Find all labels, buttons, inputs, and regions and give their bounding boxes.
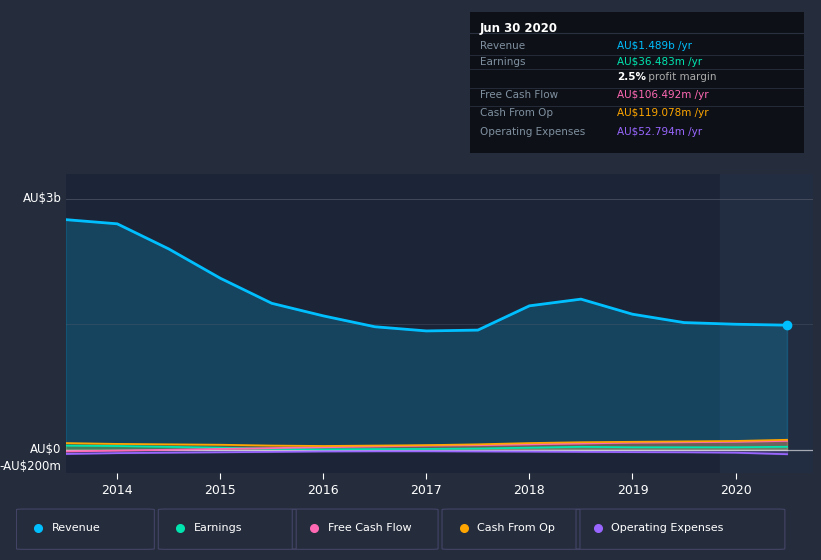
Text: Revenue: Revenue	[479, 41, 525, 51]
Text: -AU$200m: -AU$200m	[0, 460, 62, 473]
Text: AU$0: AU$0	[30, 444, 62, 456]
Text: AU$52.794m /yr: AU$52.794m /yr	[617, 127, 702, 137]
Text: Free Cash Flow: Free Cash Flow	[479, 90, 557, 100]
Text: AU$106.492m /yr: AU$106.492m /yr	[617, 90, 709, 100]
Text: Revenue: Revenue	[52, 523, 101, 533]
Text: Cash From Op: Cash From Op	[478, 523, 555, 533]
Text: Operating Expenses: Operating Expenses	[612, 523, 724, 533]
Text: Earnings: Earnings	[194, 523, 242, 533]
Text: Jun 30 2020: Jun 30 2020	[479, 22, 557, 35]
Text: Cash From Op: Cash From Op	[479, 108, 553, 118]
Bar	[720, 174, 813, 473]
Text: AU$36.483m /yr: AU$36.483m /yr	[617, 58, 702, 67]
Text: Free Cash Flow: Free Cash Flow	[328, 523, 411, 533]
Text: AU$119.078m /yr: AU$119.078m /yr	[617, 108, 709, 118]
Text: AU$3b: AU$3b	[23, 192, 62, 205]
Text: profit margin: profit margin	[645, 72, 717, 82]
Text: AU$1.489b /yr: AU$1.489b /yr	[617, 41, 691, 51]
Text: 2.5%: 2.5%	[617, 72, 645, 82]
Text: Earnings: Earnings	[479, 58, 525, 67]
Text: Operating Expenses: Operating Expenses	[479, 127, 585, 137]
